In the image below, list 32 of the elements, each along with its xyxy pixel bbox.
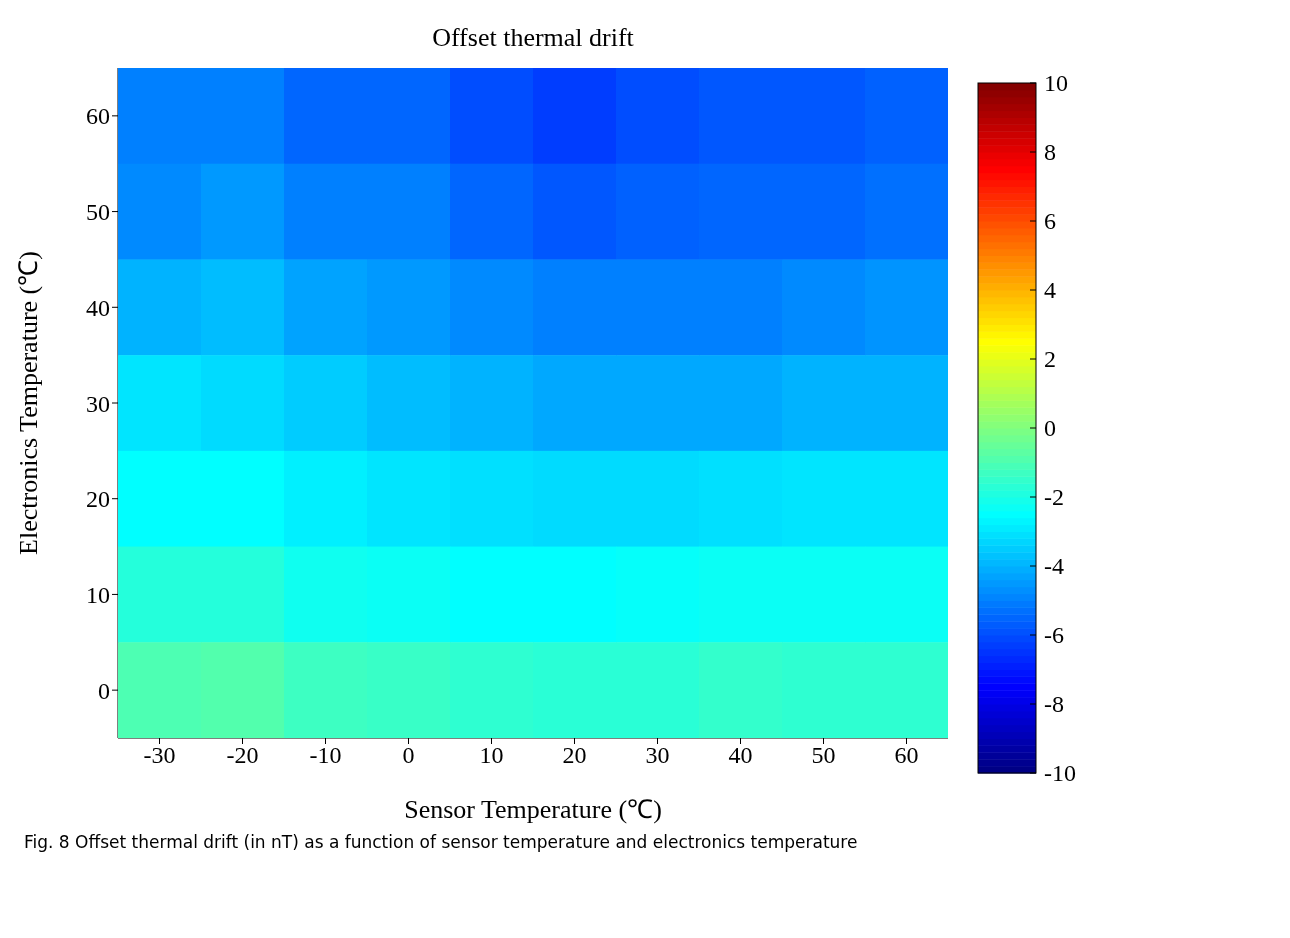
color-bar-label: -2 [1044, 484, 1064, 510]
y-tick-label: 30 [86, 390, 110, 417]
caption: Fig. 8 Offset thermal drift (in nT) as a function of sensor temperature and electronics temperature [24, 832, 859, 852]
chart-title: Offset thermal drift [432, 23, 635, 52]
color-bar-label: 4 [1044, 277, 1056, 303]
y-tick-label: 50 [86, 199, 110, 226]
x-axis-title: Sensor Temperature (℃) [404, 795, 662, 824]
color-bar-label: -6 [1044, 622, 1064, 648]
y-tick-label: 60 [86, 103, 110, 130]
y-axis-title: Electronics Temperature (℃) [14, 251, 44, 555]
x-tick-label: 50 [811, 742, 836, 769]
color-bar-label: 8 [1044, 139, 1056, 165]
x-tick-label: 30 [645, 742, 670, 769]
color-bar-label: 2 [1044, 346, 1056, 372]
y-tick-label: 0 [98, 677, 110, 704]
x-tick-label: 20 [562, 742, 587, 769]
x-tick-label: -20 [226, 742, 259, 769]
color-bar-label: 0 [1044, 415, 1056, 441]
x-tick-label: 10 [479, 742, 504, 769]
color-bar-label: -8 [1044, 691, 1064, 717]
color-bar-label: 6 [1044, 208, 1056, 234]
color-bar-label: -4 [1044, 553, 1064, 579]
x-tick-label: 60 [894, 742, 919, 769]
y-tick-label: 20 [86, 486, 110, 513]
y-tick-label: 10 [86, 581, 110, 608]
color-bar-label: 10 [1044, 70, 1068, 96]
x-tick-label: -10 [309, 742, 342, 769]
x-tick-label: -30 [143, 742, 176, 769]
x-tick-label: 0 [402, 742, 415, 769]
color-bar-label: -10 [1044, 760, 1076, 786]
x-tick-label: 40 [728, 742, 753, 769]
y-tick-label: 40 [86, 294, 110, 321]
